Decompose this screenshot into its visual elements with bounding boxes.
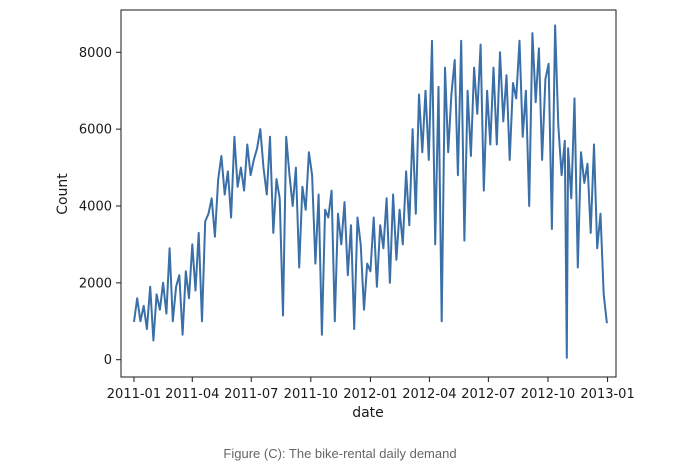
x-axis: 2011-01 2011-04 2011-07 2011-10 2012-01 2012-… [107, 377, 635, 402]
x-tick-label: 2012-07 [461, 387, 515, 402]
x-tick-label: 2012-01 [343, 387, 397, 402]
x-tick-label: 2012-10 [521, 387, 575, 402]
x-axis-label: date [352, 405, 384, 421]
x-tick-label: 2012-04 [402, 387, 456, 402]
axes-frame [120, 9, 617, 378]
series-line-1 [133, 24, 608, 359]
x-tick-label: 2011-04 [165, 387, 219, 402]
x-tick-label: 2013-01 [580, 387, 634, 402]
y-tick-label: 4000 [79, 199, 112, 214]
y-tick-label: 6000 [79, 123, 112, 138]
x-tick-label: 2011-01 [107, 387, 161, 402]
y-tick-label: 2000 [79, 276, 112, 291]
y-axis-label: Count [55, 173, 71, 215]
y-tick-label: 8000 [79, 46, 112, 61]
plot-area [133, 24, 608, 359]
x-tick-label: 2011-07 [224, 387, 278, 402]
x-tick-label: 2011-10 [284, 387, 338, 402]
y-axis: 0 2000 4000 6000 8000 [79, 46, 121, 368]
figure-caption: Figure (C): The bike-rental daily demand [223, 446, 457, 461]
y-tick-label: 0 [104, 353, 112, 368]
